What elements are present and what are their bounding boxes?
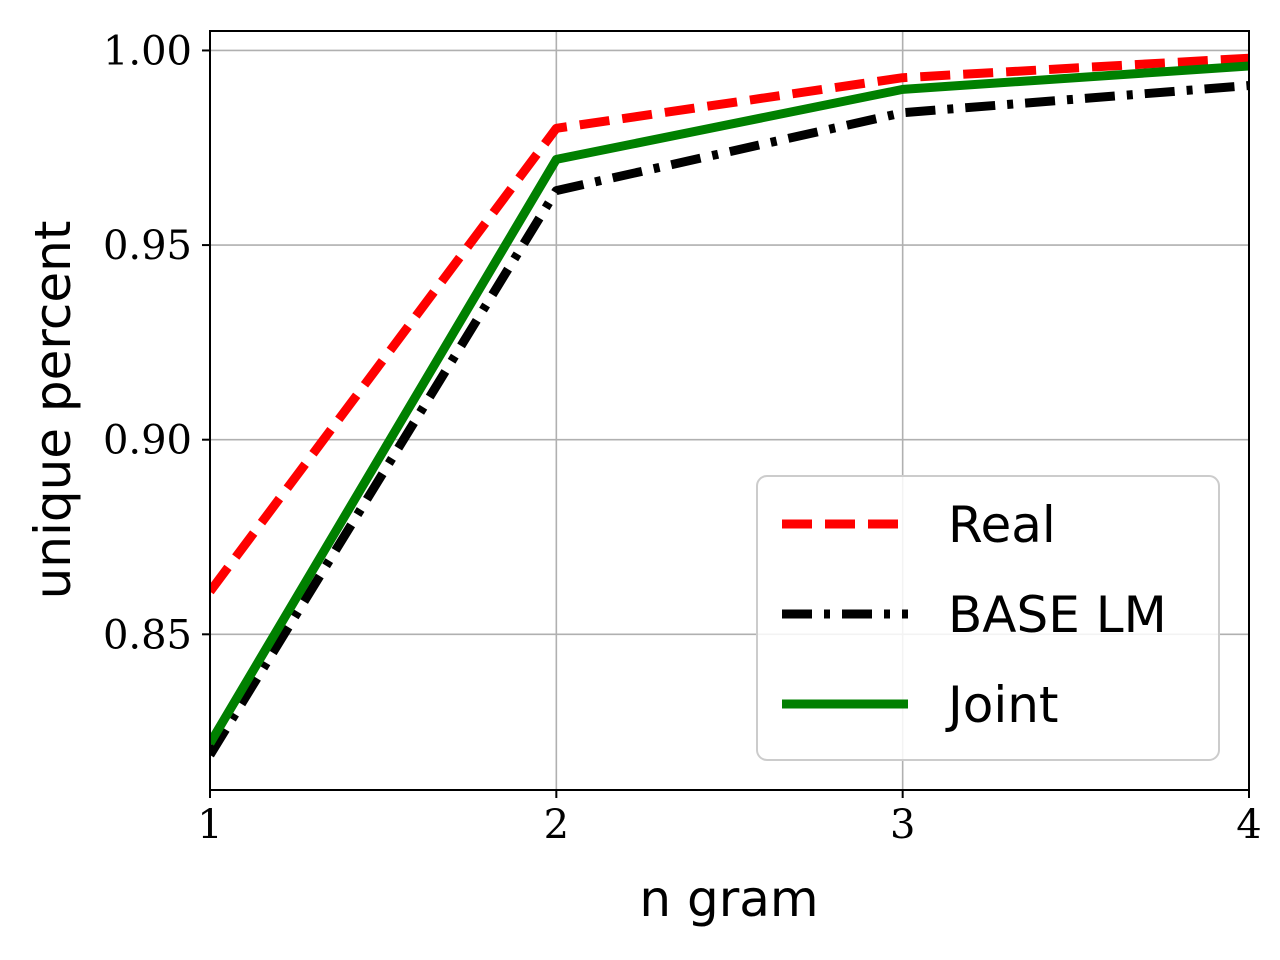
x-tick-label: 1 [197, 802, 222, 848]
x-tick-label: 4 [1236, 802, 1261, 848]
legend-label: Joint [945, 676, 1059, 734]
legend-label: Real [948, 496, 1056, 554]
series-line-joint [210, 61, 1249, 746]
axis-ticks: 1 2 3 4 0.85 0.90 0.95 1.00 [103, 28, 1262, 848]
series-lines [210, 53, 1249, 758]
y-tick-label: 0.95 [103, 223, 192, 269]
x-tick-label: 3 [890, 802, 915, 848]
x-tick-label: 2 [544, 802, 569, 848]
y-axis-label: unique percent [24, 221, 82, 600]
legend-items: Real BASE LM Joint [782, 496, 1167, 734]
series-line-real [210, 53, 1249, 595]
legend-box [756, 475, 1220, 761]
legend: Real BASE LM Joint [756, 475, 1220, 761]
y-tick-label: 0.85 [103, 612, 192, 658]
y-tick-label: 1.00 [103, 28, 192, 74]
plot-frame [209, 30, 1250, 791]
legend-label: BASE LM [948, 586, 1167, 644]
y-tick-label: 0.90 [103, 418, 192, 464]
x-axis-label: n gram [639, 870, 818, 928]
